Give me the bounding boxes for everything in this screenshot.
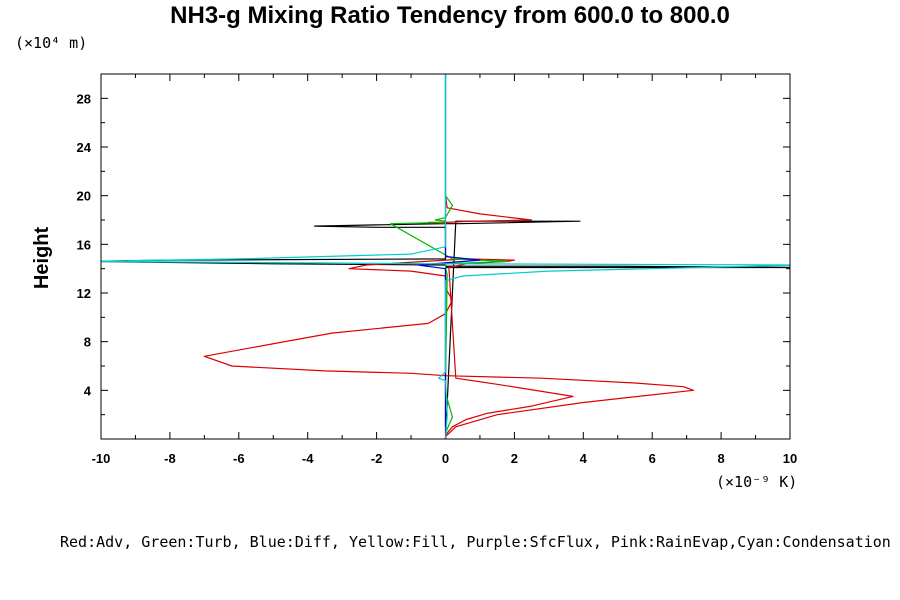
y-tick-label: 12 — [77, 286, 91, 301]
x-tick-label: 10 — [783, 451, 797, 466]
x-tick-label: 6 — [649, 451, 656, 466]
y-axis-title: Height — [31, 227, 53, 290]
axis-ticks — [100, 73, 791, 439]
series-line-cyan — [101, 74, 790, 439]
series-line-green — [389, 74, 509, 434]
series-line-red — [203, 258, 695, 439]
x-tick-label: -4 — [302, 451, 314, 466]
chart-title: NH3-g Mixing Ratio Tendency from 600.0 t… — [170, 2, 730, 29]
x-tick-label: 2 — [511, 451, 518, 466]
x-tick-label: -8 — [164, 451, 176, 466]
y-units-label: (×10⁴ m) — [15, 34, 87, 52]
x-tick-label: 4 — [580, 451, 588, 466]
series-group — [101, 74, 790, 439]
legend-text: Red:Adv, Green:Turb, Blue:Diff, Yellow:F… — [60, 533, 891, 551]
y-tick-label: 4 — [84, 383, 92, 398]
x-tick-label: 0 — [442, 451, 449, 466]
y-tick-label: 20 — [77, 189, 91, 204]
plot-frame — [100, 73, 791, 440]
y-tick-label: 24 — [77, 140, 92, 155]
x-tick-label: -10 — [92, 451, 111, 466]
y-tick-label: 8 — [84, 335, 91, 350]
series-line-red-upper — [427, 195, 533, 225]
y-tick-label: 16 — [77, 237, 91, 252]
series-line-blue — [417, 74, 481, 439]
x-tick-label: 8 — [717, 451, 724, 466]
x-tick-label: -2 — [371, 451, 383, 466]
y-tick-label: 28 — [77, 91, 91, 106]
x-units-label: (×10⁻⁹ K) — [716, 473, 797, 491]
x-tick-label: -6 — [233, 451, 245, 466]
